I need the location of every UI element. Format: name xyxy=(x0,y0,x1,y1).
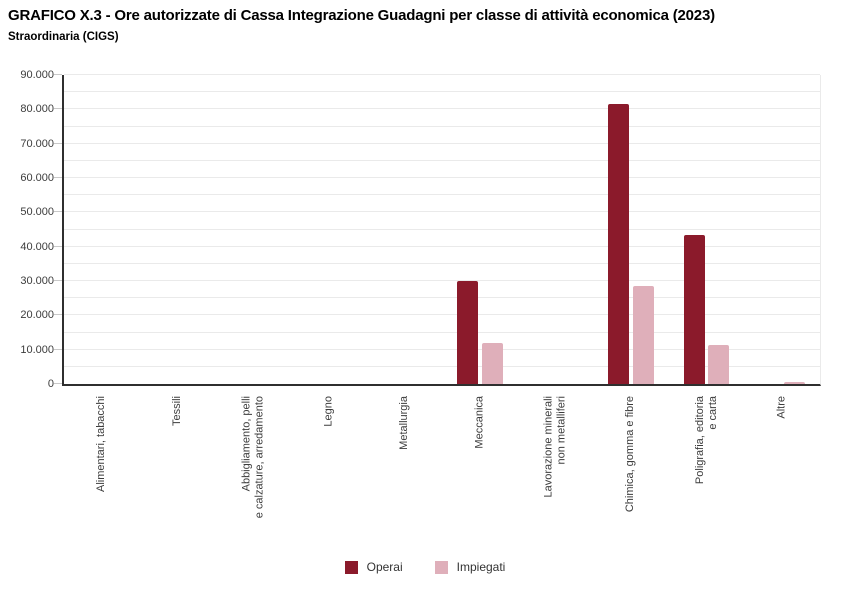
x-axis-labels: Alimentari, tabacchi Tessili Abbigliamento… xyxy=(64,396,820,551)
y-tick-label: 70.000 xyxy=(20,137,54,150)
y-tick-mark xyxy=(54,211,62,213)
y-tick-label: 80.000 xyxy=(20,103,54,116)
y-tick-label: 90.000 xyxy=(20,69,54,81)
gridline xyxy=(64,262,820,264)
gridline xyxy=(64,211,820,213)
y-tick-label: 50.000 xyxy=(20,206,54,219)
bar-operai xyxy=(457,281,478,384)
chart-subtitle: Straordinaria (CIGS) xyxy=(8,31,119,43)
y-tick-mark xyxy=(54,348,62,350)
x-category-label: Poligrafia, editoria e carta xyxy=(693,396,719,485)
gridline xyxy=(64,74,820,75)
legend-item-operai: Operai xyxy=(344,560,403,574)
y-tick-mark xyxy=(54,245,62,247)
gridline xyxy=(64,194,820,196)
y-tick-label: 20.000 xyxy=(20,309,54,322)
bar-impiegati xyxy=(481,343,503,384)
y-tick-label: 30.000 xyxy=(20,275,54,287)
gridline xyxy=(64,314,820,316)
gridline xyxy=(64,159,820,161)
gridline xyxy=(64,297,820,299)
legend-label: Operai xyxy=(366,560,403,574)
x-category-label: Tessili xyxy=(170,396,183,426)
y-tick-mark xyxy=(54,177,62,178)
gridline xyxy=(64,142,820,144)
chart-title: GRAFICO X.3 - Ore autorizzate di Cassa I… xyxy=(8,7,715,24)
gridline xyxy=(64,228,820,230)
x-category-cell: Poligrafia, editoria e carta xyxy=(669,396,745,551)
gridline xyxy=(64,177,820,178)
y-axis-ticks xyxy=(54,74,62,384)
y-tick-label: 0 xyxy=(47,378,54,390)
bar-impiegati xyxy=(784,382,805,384)
x-category-cell: Abbigliamento, pelli e calzature, arreda… xyxy=(215,396,291,551)
y-tick-mark xyxy=(54,142,62,144)
plot-area xyxy=(62,74,821,386)
gridline xyxy=(64,245,820,247)
gridline xyxy=(64,91,820,93)
x-category-label: Chimica, gomma e fibre xyxy=(624,396,637,513)
x-category-label: Alimentari, tabacchi xyxy=(95,396,108,492)
bar-impiegati xyxy=(632,286,654,384)
y-axis-labels: 0 10.000 20.000 30.000 40.000 50.000 60.000 70.… xyxy=(0,69,54,390)
y-tick-label: 60.000 xyxy=(20,172,54,184)
x-category-label: Abbigliamento, pelli e calzature, arreda… xyxy=(239,396,265,519)
bar-operai xyxy=(608,104,630,384)
x-category-label: Lavorazione minerali non metalliferi xyxy=(542,396,568,498)
legend-item-impiegati: Impiegati xyxy=(434,560,506,574)
x-category-cell: Meccanica xyxy=(442,396,518,551)
gridline xyxy=(64,348,820,350)
y-tick-label: 10.000 xyxy=(20,343,54,356)
gridline xyxy=(64,125,820,127)
x-category-cell: Altre xyxy=(744,396,820,551)
bar-impiegati xyxy=(708,345,730,384)
y-tick-label: 40.000 xyxy=(20,240,54,253)
x-category-label: Meccanica xyxy=(473,396,486,449)
gridline xyxy=(64,365,820,367)
gridline xyxy=(64,108,820,110)
gridline xyxy=(64,280,820,281)
x-category-label: Altre xyxy=(775,396,788,419)
y-tick-mark xyxy=(54,108,62,110)
x-category-cell: Lavorazione minerali non metalliferi xyxy=(518,396,594,551)
x-category-cell: Alimentari, tabacchi xyxy=(64,396,140,551)
x-category-cell: Chimica, gomma e fibre xyxy=(593,396,669,551)
legend-label: Impiegati xyxy=(456,560,506,574)
legend-swatch-operai xyxy=(344,560,358,574)
x-category-label: Legno xyxy=(322,396,335,427)
bar-operai xyxy=(683,235,705,384)
x-category-cell: Metallurgia xyxy=(366,396,442,551)
legend: Operai Impiegati xyxy=(0,560,850,574)
gridline xyxy=(64,331,820,333)
y-tick-mark xyxy=(54,280,62,281)
x-category-cell: Legno xyxy=(291,396,367,551)
y-tick-mark xyxy=(54,314,62,316)
x-category-label: Metallurgia xyxy=(397,396,410,450)
x-category-cell: Tessili xyxy=(140,396,216,551)
legend-swatch-impiegati xyxy=(434,560,448,574)
y-tick-mark xyxy=(54,383,62,384)
y-tick-mark xyxy=(54,74,62,75)
